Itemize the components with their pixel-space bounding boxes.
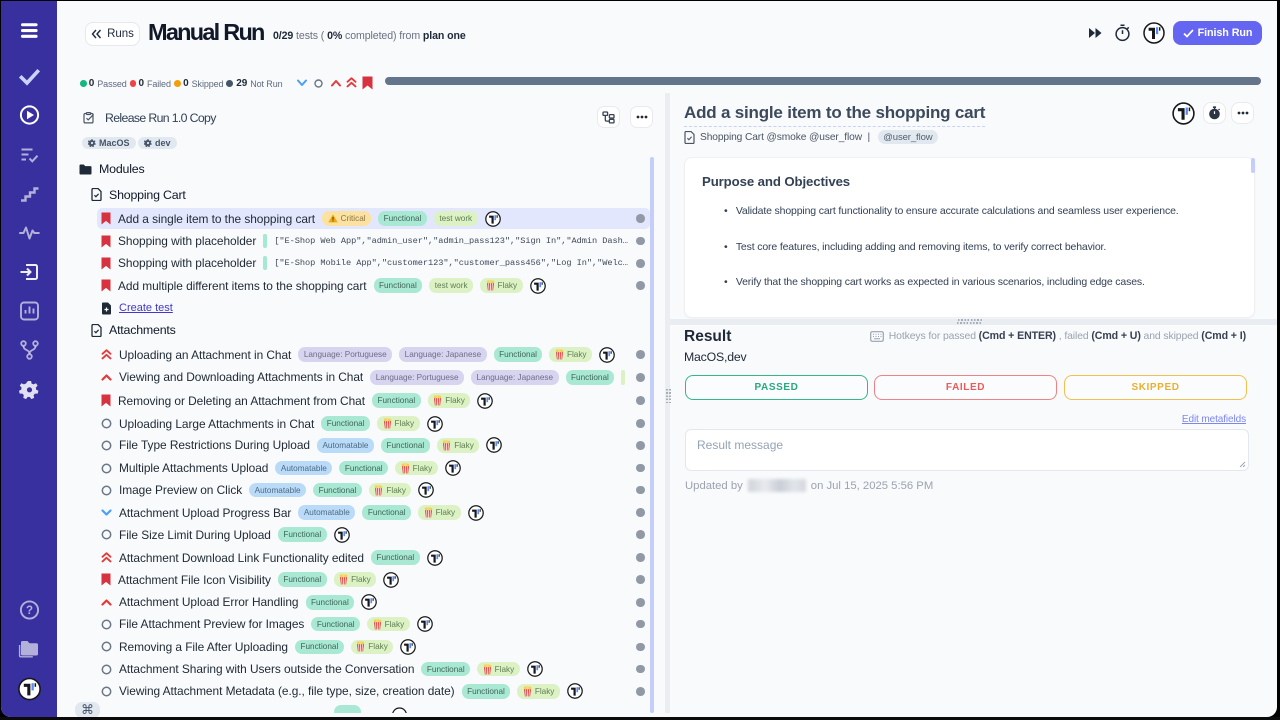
svg-text:?: ?	[26, 605, 33, 617]
